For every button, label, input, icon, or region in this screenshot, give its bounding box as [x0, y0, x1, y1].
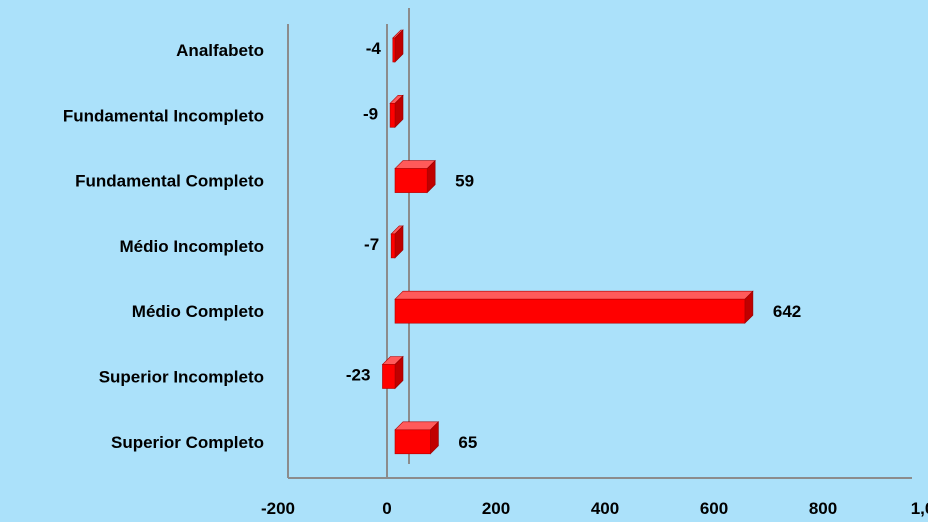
- x-tick-label: 1,000: [911, 499, 928, 518]
- data-label: 642: [773, 302, 801, 321]
- bar: [394, 159, 436, 194]
- bar-front-face: [392, 37, 396, 63]
- category-label: Superior Completo: [111, 433, 264, 452]
- bar-front-face: [394, 168, 428, 193]
- bar: [390, 225, 404, 259]
- category-label: Fundamental Incompleto: [63, 106, 264, 125]
- category-label: Analfabeto: [176, 41, 264, 60]
- x-tick-label: 0: [382, 499, 391, 518]
- bar: [394, 290, 754, 324]
- category-labels: Analfabeto Fundamental Incompleto Fundamen…: [63, 41, 264, 452]
- bar: [392, 29, 404, 63]
- bar: [394, 421, 440, 455]
- x-tick-label: 400: [591, 499, 619, 518]
- bar: [381, 355, 404, 390]
- bar: [389, 94, 404, 129]
- data-label: -4: [366, 39, 382, 58]
- data-label: -7: [364, 235, 379, 254]
- bar-front-face: [389, 103, 396, 128]
- category-label: Médio Completo: [132, 302, 264, 321]
- category-label: Fundamental Completo: [75, 172, 264, 191]
- bar-front-face: [390, 233, 396, 259]
- chart-axes: [287, 8, 912, 479]
- data-label: 65: [458, 433, 477, 452]
- bar-front-face: [394, 298, 746, 324]
- category-label: Médio Incompleto: [120, 237, 265, 256]
- category-label: Superior Incompleto: [99, 368, 264, 387]
- data-label: -23: [346, 366, 371, 385]
- x-tick-label: -200: [261, 499, 295, 518]
- chart-bars: [381, 29, 754, 455]
- x-tick-label: 200: [482, 499, 510, 518]
- data-label: 59: [455, 172, 474, 191]
- x-tick-label: 800: [809, 499, 837, 518]
- x-tick-label: 600: [700, 499, 728, 518]
- data-label: -9: [363, 104, 378, 123]
- bar-front-face: [394, 429, 431, 455]
- data-labels: -4 -9 59 -7 642 -23 65: [346, 39, 801, 452]
- bar-top-face: [394, 290, 754, 300]
- bar-front-face: [382, 364, 396, 389]
- x-tick-labels: -200 0 200 400 600 800 1,000: [261, 499, 928, 518]
